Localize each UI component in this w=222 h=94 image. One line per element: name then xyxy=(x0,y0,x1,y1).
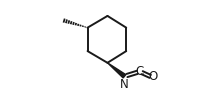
Text: N: N xyxy=(120,78,129,91)
Polygon shape xyxy=(107,63,126,78)
Text: C: C xyxy=(136,64,144,78)
Text: O: O xyxy=(149,70,158,83)
